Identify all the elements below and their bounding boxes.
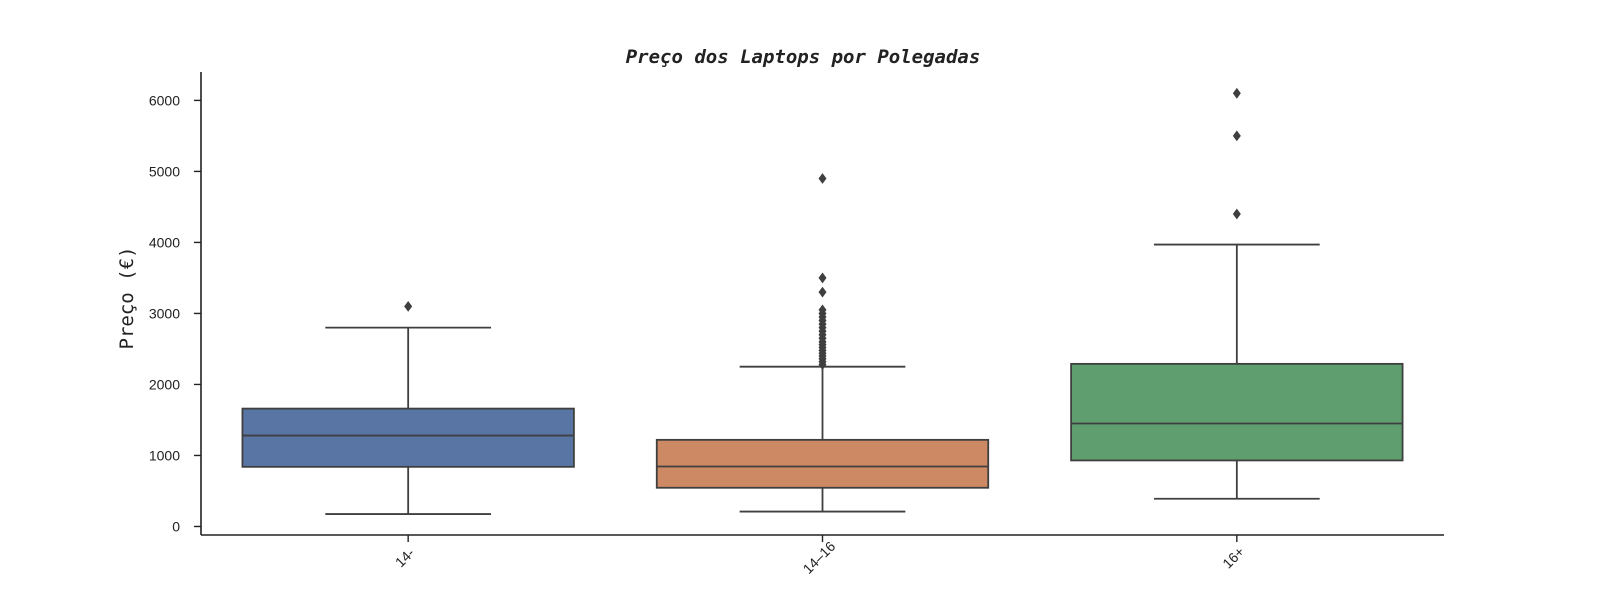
box-iqr [655, 438, 990, 489]
outlier-point [404, 300, 413, 312]
y-tick-label: 2000 [149, 376, 180, 392]
y-axis-label: Preço (€) [116, 247, 138, 350]
y-tick-label: 1000 [149, 447, 180, 463]
outlier-point [1232, 130, 1241, 142]
outlier-point [818, 304, 827, 316]
outlier-point [1232, 208, 1241, 220]
box-iqr [1070, 362, 1404, 462]
plot-area: 0 1000 2000 3000 4000 5000 6000 14- 14–16 16+ [149, 72, 1444, 577]
x-tick-label: 14–16 [800, 538, 839, 577]
box-iqr [241, 407, 575, 468]
outlier-point [818, 286, 827, 298]
chart-title: Preço dos Laptops por Polegadas [626, 46, 981, 68]
outlier-point [1232, 87, 1241, 99]
y-tick-label: 5000 [149, 163, 180, 179]
y-tick-label: 3000 [149, 305, 180, 321]
outlier-point [818, 173, 827, 184]
y-tick-label: 0 [172, 518, 180, 534]
outlier-point [818, 272, 827, 284]
y-tick-label: 6000 [149, 92, 180, 108]
x-tick-label: 16+ [1219, 543, 1247, 571]
y-tick-label: 4000 [149, 234, 180, 250]
x-tick-label: 14- [392, 544, 418, 570]
